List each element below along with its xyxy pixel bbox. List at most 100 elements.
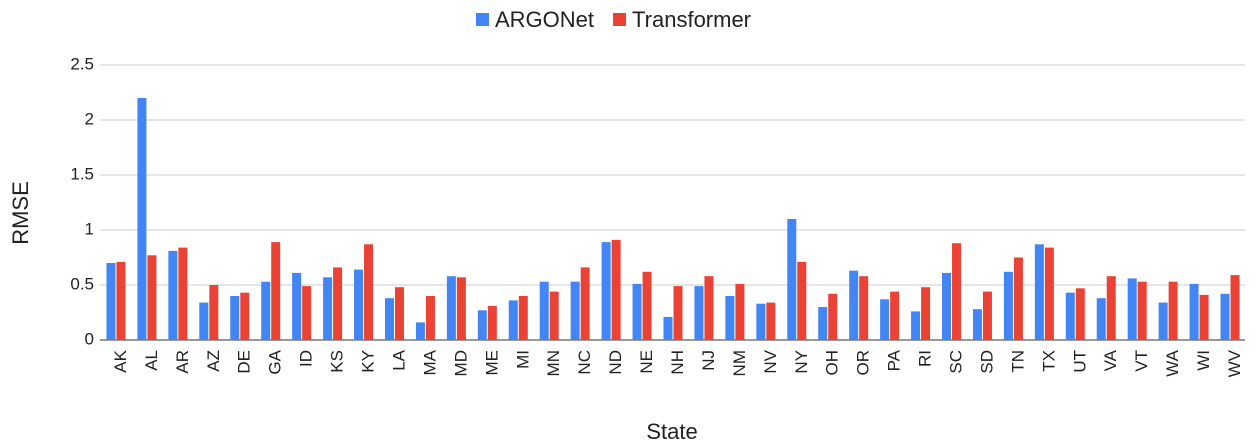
x-tick-label: DE — [235, 350, 254, 374]
bar — [178, 247, 188, 340]
x-tick-label: NC — [575, 350, 594, 375]
bar — [952, 243, 962, 340]
x-tick-label: OH — [823, 350, 842, 376]
bar — [1158, 302, 1168, 340]
bar — [394, 287, 404, 340]
x-tick-label: TN — [1008, 350, 1027, 373]
x-tick-label: OR — [854, 350, 873, 376]
x-tick-label: NY — [792, 350, 811, 374]
bar — [766, 302, 776, 340]
bar — [972, 309, 982, 340]
bar — [735, 283, 745, 340]
x-tick-label: NJ — [699, 350, 718, 371]
bar — [415, 322, 425, 340]
bar — [199, 302, 209, 340]
bar — [570, 281, 580, 340]
bar — [982, 291, 992, 340]
y-tick-label: 0.5 — [70, 274, 94, 293]
legend-swatch — [613, 13, 627, 26]
bar — [384, 298, 394, 340]
bar — [1168, 281, 1178, 340]
bar — [364, 244, 374, 340]
bar — [694, 286, 704, 340]
x-tick-label: WV — [1225, 349, 1244, 377]
bar — [787, 219, 797, 340]
x-tick-label: ID — [297, 350, 316, 367]
bar — [828, 293, 838, 340]
bar — [756, 303, 766, 340]
bar — [1034, 244, 1044, 340]
x-tick-label: AZ — [204, 350, 223, 372]
y-axis-title: RMSE — [8, 181, 33, 245]
bar — [354, 269, 364, 340]
x-tick-label: SD — [977, 350, 996, 374]
x-tick-label: VA — [1101, 349, 1120, 371]
bar — [911, 311, 921, 340]
bar — [230, 296, 240, 340]
bar — [1013, 257, 1023, 340]
bar — [859, 276, 869, 340]
bar — [1044, 247, 1054, 340]
bar — [1189, 283, 1199, 340]
x-tick-label: MD — [451, 350, 470, 376]
bar — [1003, 271, 1013, 340]
bar — [333, 267, 343, 340]
y-tick-label: 2 — [85, 109, 94, 128]
x-tick-label: WA — [1163, 349, 1182, 376]
bar — [508, 300, 518, 340]
bar — [292, 272, 302, 340]
bar — [137, 98, 147, 340]
x-tick-label: NM — [730, 350, 749, 376]
bar — [1199, 294, 1209, 340]
bar — [890, 291, 900, 340]
x-tick-label: SC — [946, 350, 965, 374]
x-tick-label: VT — [1132, 350, 1151, 372]
bar — [601, 242, 611, 340]
bar — [116, 261, 126, 340]
bar — [663, 316, 673, 340]
bar — [1065, 292, 1075, 340]
legend-label: Transformer — [632, 7, 751, 32]
x-tick-label: AK — [111, 349, 130, 372]
bar — [271, 242, 281, 340]
x-tick-label: ND — [606, 350, 625, 375]
bar — [323, 277, 333, 340]
x-tick-label: KY — [359, 350, 378, 373]
bar — [849, 270, 859, 340]
legend-swatch — [476, 13, 489, 26]
bar — [632, 283, 642, 340]
bar — [539, 281, 549, 340]
bar — [942, 272, 952, 340]
bar — [1096, 298, 1106, 340]
bar — [1220, 293, 1230, 340]
y-tick-label: 1.5 — [70, 164, 94, 183]
x-tick-label: RI — [916, 350, 935, 367]
x-tick-label: NH — [668, 350, 687, 375]
bar — [880, 299, 890, 340]
bar — [1127, 278, 1137, 340]
x-tick-label: UT — [1070, 350, 1089, 373]
y-tick-label: 2.5 — [70, 54, 94, 73]
x-tick-label: TX — [1039, 350, 1058, 372]
bar — [261, 281, 271, 340]
bar — [477, 310, 487, 340]
legend-label: ARGONet — [495, 7, 594, 32]
y-tick-label: 0 — [85, 329, 94, 348]
bar — [106, 263, 116, 340]
bar — [302, 286, 312, 340]
bar — [642, 271, 652, 340]
x-tick-label: MA — [420, 349, 439, 375]
bar — [147, 255, 157, 340]
x-tick-label: NE — [637, 350, 656, 374]
bar — [209, 285, 219, 340]
x-tick-label: MN — [544, 350, 563, 376]
x-tick-label: LA — [389, 349, 408, 370]
bar — [456, 277, 466, 340]
bar — [487, 305, 497, 340]
bar — [797, 261, 807, 340]
x-tick-label: AR — [173, 350, 192, 374]
x-tick-label: WI — [1194, 350, 1213, 371]
bar — [704, 276, 714, 340]
x-tick-label: KS — [328, 350, 347, 373]
